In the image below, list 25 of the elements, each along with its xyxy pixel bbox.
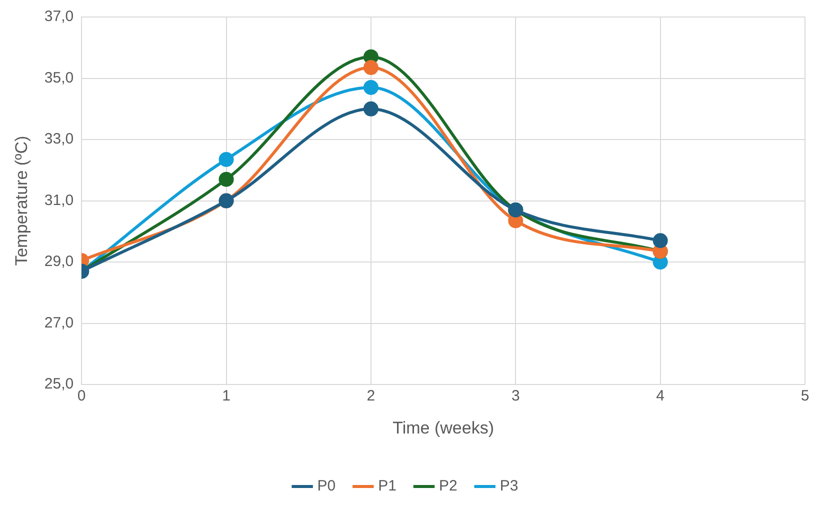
y-tick-label: 37,0 bbox=[44, 8, 74, 26]
point bbox=[218, 152, 234, 167]
point bbox=[218, 172, 234, 187]
legend-label: P1 bbox=[378, 478, 397, 495]
point bbox=[363, 101, 378, 116]
point bbox=[363, 60, 378, 76]
y-tick-label: 31,0 bbox=[44, 192, 74, 209]
x-tick-label: 1 bbox=[222, 388, 230, 405]
y-axis-title: Temperature (ºC) bbox=[12, 136, 31, 266]
point bbox=[363, 80, 378, 95]
x-tick-label: 2 bbox=[366, 388, 376, 405]
x-tick-label: 4 bbox=[656, 388, 664, 405]
legend-label: P0 bbox=[317, 478, 336, 495]
y-tick-label: 27,0 bbox=[44, 314, 74, 332]
y-tick-label: 35,0 bbox=[44, 69, 74, 86]
x-tick-label: 0 bbox=[77, 388, 86, 405]
legend-label: P3 bbox=[500, 478, 518, 495]
point bbox=[652, 233, 668, 248]
y-tick-label: 33,0 bbox=[44, 130, 74, 148]
y-tick-label: 25,0 bbox=[44, 376, 74, 393]
x-tick-label: 3 bbox=[511, 388, 520, 405]
legend-label: P2 bbox=[439, 478, 458, 495]
x-axis-title: Time (weeks) bbox=[392, 418, 494, 438]
y-tick-label: 29,0 bbox=[44, 253, 74, 270]
x-tick-label: 5 bbox=[800, 388, 810, 405]
